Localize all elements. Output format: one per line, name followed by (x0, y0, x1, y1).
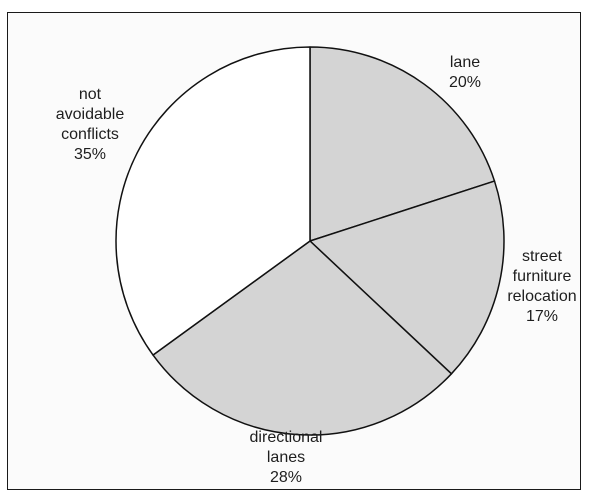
label-lane-line-1: lane (449, 54, 481, 71)
label-conflicts-percent: 35% (73, 146, 107, 163)
pie-slice-not-avoidable-conflicts (115, 46, 311, 356)
label-conflicts-line-3: conflicts (61, 126, 119, 143)
label-conflicts-line-1: not (78, 86, 102, 103)
label-street-line-2: furniture (512, 268, 572, 285)
label-directional-line-1: directional (249, 429, 323, 446)
slice-label-lane: lane 20% (440, 53, 490, 93)
label-street-line-3: relocation (507, 288, 577, 305)
label-directional-percent: 28% (269, 469, 303, 486)
pie-slice-street-furniture-relocation (309, 180, 505, 375)
pie-slice-lane (309, 46, 496, 242)
label-street-line-1: street (521, 248, 562, 265)
pie-slice-directional-lanes (152, 240, 453, 436)
slice-label-street-furniture-relocation: street furniture relocation 17% (496, 247, 588, 327)
label-street-percent: 17% (525, 308, 559, 325)
label-conflicts-line-2: avoidable (55, 106, 125, 123)
label-directional-line-2: lanes (266, 449, 306, 466)
label-lane-percent: 20% (448, 74, 482, 91)
slice-label-directional-lanes: directional lanes 28% (236, 428, 336, 488)
slice-label-not-avoidable-conflicts: not avoidable conflicts 35% (40, 85, 140, 165)
